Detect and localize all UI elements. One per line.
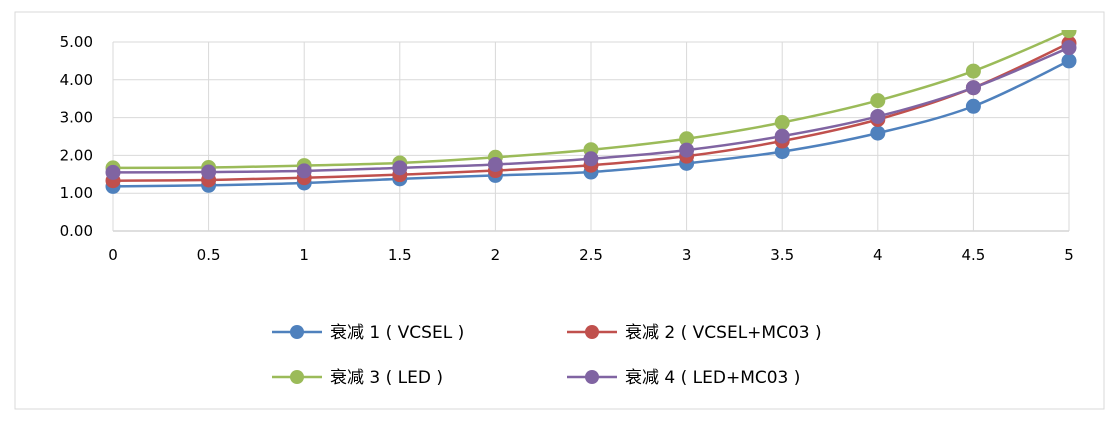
data-point: [774, 128, 790, 144]
legend-marker: [290, 370, 304, 384]
legend-label: 衰减 3 ( LED ): [330, 368, 443, 388]
legend-item: 衰减 3 ( LED ): [272, 368, 443, 388]
x-tick-label: 0.5: [197, 246, 221, 264]
legend-label: 衰减 4 ( LED+MC03 ): [625, 368, 800, 388]
legend-marker: [290, 325, 304, 339]
y-tick-label: 0.00: [60, 222, 93, 240]
y-axis-tick-labels: 0.00 1.00 2.00 3.00 4.00 5.00: [60, 33, 93, 240]
data-point: [1061, 30, 1077, 39]
y-tick-label: 3.00: [60, 109, 93, 127]
legend: 衰减 1 ( VCSEL ) 衰减 2 ( VCSEL+MC03 ) 衰减 3 ( …: [272, 323, 822, 388]
x-tick-label: 4: [873, 246, 883, 264]
x-tick-label: 1: [299, 246, 309, 264]
data-point: [487, 156, 503, 172]
y-tick-label: 5.00: [60, 33, 93, 51]
data-point: [965, 98, 981, 114]
x-tick-label: 3.5: [770, 246, 794, 264]
data-point: [1061, 53, 1077, 69]
x-tick-label: 4.5: [961, 246, 985, 264]
legend-item: 衰减 4 ( LED+MC03 ): [567, 368, 800, 388]
y-tick-label: 4.00: [60, 71, 93, 89]
legend-marker: [585, 370, 599, 384]
y-tick-label: 1.00: [60, 184, 93, 202]
x-tick-label: 1.5: [388, 246, 412, 264]
legend-item: 衰减 2 ( VCSEL+MC03 ): [567, 323, 822, 343]
data-point: [201, 164, 217, 180]
x-tick-label: 2: [491, 246, 501, 264]
x-tick-label: 0: [108, 246, 118, 264]
legend-marker: [585, 325, 599, 339]
x-tick-label: 3: [682, 246, 692, 264]
data-point: [1061, 40, 1077, 56]
data-point: [296, 163, 312, 179]
data-point: [870, 125, 886, 141]
series-lines: [105, 30, 1077, 194]
data-point: [583, 151, 599, 167]
x-axis-tick-labels: 0 0.5 1 1.5 2 2.5 3 3.5 4 4.5 5: [108, 246, 1074, 264]
data-point: [870, 93, 886, 109]
legend-label: 衰减 2 ( VCSEL+MC03 ): [625, 323, 822, 343]
data-point: [965, 63, 981, 79]
y-tick-label: 2.00: [60, 146, 93, 164]
data-point: [392, 160, 408, 176]
legend-label: 衰减 1 ( VCSEL ): [330, 323, 464, 343]
legend-item: 衰减 1 ( VCSEL ): [272, 323, 464, 343]
x-tick-label: 5: [1064, 246, 1074, 264]
x-tick-label: 2.5: [579, 246, 603, 264]
data-point: [105, 164, 121, 180]
data-point: [774, 115, 790, 131]
data-point: [679, 142, 695, 158]
data-point: [870, 108, 886, 124]
data-point: [965, 80, 981, 96]
chart-border: [14, 11, 1105, 410]
series-4: [105, 40, 1077, 180]
